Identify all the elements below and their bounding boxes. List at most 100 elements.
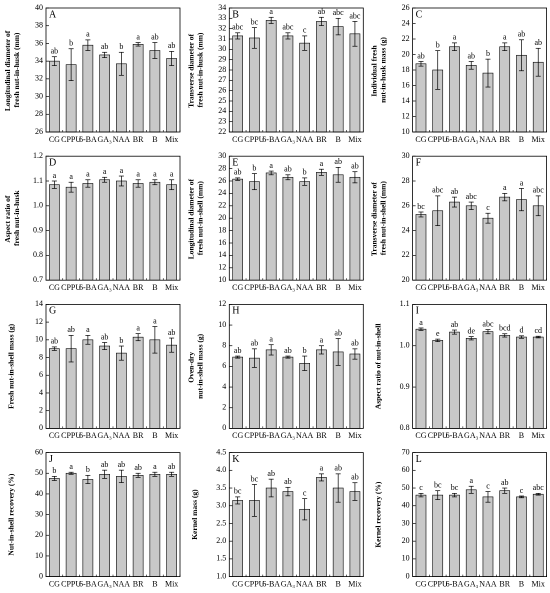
error-bar bbox=[285, 486, 291, 497]
bar bbox=[82, 183, 94, 281]
error-bar bbox=[85, 335, 91, 345]
error-bar bbox=[251, 173, 257, 191]
y-tick-label: 23 bbox=[218, 116, 226, 125]
error-bar bbox=[285, 355, 291, 359]
bar bbox=[132, 475, 144, 577]
x-tick-label: GA₃ bbox=[97, 135, 112, 144]
significance-letter: a bbox=[320, 464, 324, 473]
plot-frame bbox=[412, 155, 548, 281]
y-tick-label: 30 bbox=[402, 518, 410, 527]
significance-letter: ab bbox=[234, 346, 242, 355]
y-tick-label: 34 bbox=[35, 56, 43, 65]
significance-letter: abc bbox=[466, 192, 478, 201]
significance-letter: ab bbox=[51, 47, 59, 56]
x-tick-label: BR bbox=[316, 579, 327, 588]
error-bar bbox=[235, 496, 241, 505]
x-tick-label: Mix bbox=[165, 135, 178, 144]
y-tick-label: 20 bbox=[218, 213, 226, 222]
significance-letter: a bbox=[269, 335, 273, 344]
x-tick-label: BR bbox=[133, 579, 144, 588]
error-bar bbox=[152, 42, 158, 59]
bar bbox=[532, 336, 544, 429]
error-bar bbox=[502, 193, 508, 202]
error-bar bbox=[102, 469, 108, 479]
significance-letter: b bbox=[486, 49, 490, 58]
significance-letter: abc bbox=[333, 8, 345, 17]
y-tick-label: 24 bbox=[402, 225, 410, 234]
x-tick-label: CG bbox=[49, 283, 60, 292]
x-tick-label: 6-BA bbox=[262, 579, 280, 588]
significance-letter: c bbox=[303, 488, 307, 497]
y-tick-label: 24 bbox=[218, 188, 226, 197]
y-tick-label: 70 bbox=[402, 447, 410, 456]
x-tick-label: BR bbox=[316, 283, 327, 292]
bar bbox=[166, 473, 177, 577]
error-bar bbox=[251, 27, 257, 49]
x-tick-label: CG bbox=[415, 283, 426, 292]
significance-letter: ab bbox=[334, 328, 342, 337]
y-tick-label: 20 bbox=[402, 536, 410, 545]
significance-letter: a bbox=[136, 323, 140, 332]
significance-letter: bc bbox=[234, 487, 242, 496]
y-axis-title: Fresh nut-in-shell mass (g) bbox=[7, 323, 16, 409]
bar bbox=[49, 348, 60, 429]
y-tick-label: 28 bbox=[35, 109, 43, 118]
bar bbox=[316, 477, 327, 577]
x-tick-label: 6-BA bbox=[262, 283, 280, 292]
y-tick-label: 0.7 bbox=[33, 275, 43, 284]
significance-letter: a bbox=[69, 172, 73, 181]
error-bar bbox=[152, 326, 158, 354]
bar bbox=[249, 181, 260, 281]
x-tick-label: GA₃ bbox=[281, 135, 296, 144]
panel-label: F bbox=[416, 157, 422, 168]
error-bar bbox=[335, 17, 341, 36]
y-tick-label: 1.2 bbox=[33, 151, 43, 160]
plot-frame bbox=[412, 7, 548, 133]
y-axis-title: Oven-dry nut-in-shell mass (g) bbox=[186, 333, 204, 399]
significance-letter: cd bbox=[534, 326, 542, 335]
significance-letter: ab bbox=[267, 469, 275, 478]
bar bbox=[449, 331, 460, 429]
significance-letter: abc bbox=[533, 483, 545, 492]
y-tick-label: 29 bbox=[218, 54, 226, 63]
bar bbox=[232, 356, 243, 429]
y-tick-label: 60 bbox=[35, 447, 43, 456]
y-tick-label: 12 bbox=[35, 317, 43, 326]
significance-letter: a bbox=[170, 170, 174, 179]
bar bbox=[132, 336, 144, 429]
significance-letter: a bbox=[503, 183, 507, 192]
bar bbox=[299, 362, 310, 429]
error-bar bbox=[118, 345, 124, 361]
bar bbox=[99, 345, 110, 429]
x-tick-label: B bbox=[519, 579, 524, 588]
significance-letter: ab bbox=[518, 30, 526, 39]
y-tick-label: 2 bbox=[222, 403, 226, 412]
y-tick-label: 4 bbox=[222, 382, 226, 391]
error-bar bbox=[335, 473, 341, 503]
bar bbox=[349, 33, 361, 133]
x-tick-label: 6-BA bbox=[79, 431, 97, 440]
bar bbox=[465, 205, 477, 281]
y-tick-label: 50 bbox=[402, 483, 410, 492]
significance-letter: ab bbox=[351, 339, 359, 348]
bar bbox=[482, 496, 494, 577]
error-bar bbox=[85, 39, 91, 51]
error-bar bbox=[535, 47, 541, 77]
significance-letter: ab bbox=[251, 339, 259, 348]
y-tick-label: 10 bbox=[35, 551, 43, 560]
plot-frame bbox=[412, 303, 548, 429]
error-bar bbox=[485, 491, 491, 503]
y-tick-label: 28 bbox=[402, 176, 410, 185]
error-bar bbox=[485, 58, 491, 88]
error-bar bbox=[518, 188, 524, 212]
significance-letter: a bbox=[269, 7, 273, 16]
y-axis-title-line: fresh nut-in-shell (mm) bbox=[378, 181, 387, 256]
significance-letter: bc bbox=[251, 17, 259, 26]
significance-letter: a bbox=[120, 166, 124, 175]
y-tick-label: 12 bbox=[218, 263, 226, 272]
significance-letter: ab bbox=[118, 460, 126, 469]
error-bar bbox=[352, 21, 358, 47]
panel-label: J bbox=[49, 454, 53, 465]
significance-letter: a bbox=[153, 462, 157, 471]
error-bar bbox=[118, 175, 124, 187]
